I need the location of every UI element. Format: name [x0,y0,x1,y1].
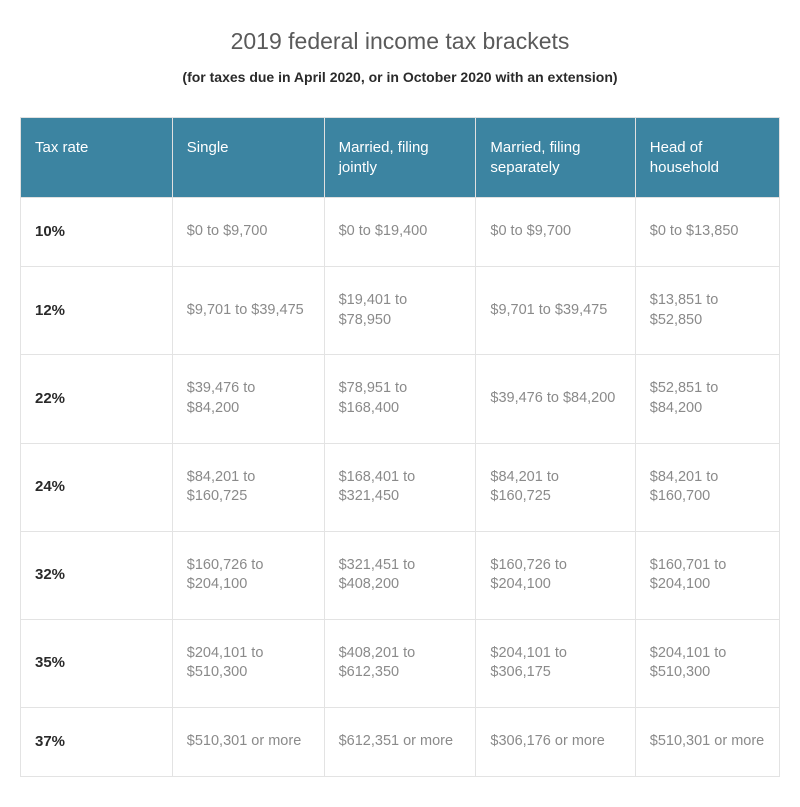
cell-joint: $321,451 to $408,200 [324,531,476,619]
cell-rate: 22% [21,355,173,443]
tax-brackets-table: Tax rate Single Married, filing jointly … [20,117,780,777]
cell-separate: $204,101 to $306,175 [476,619,635,707]
table-row: 10%$0 to $9,700$0 to $19,400$0 to $9,700… [21,198,780,267]
cell-joint: $0 to $19,400 [324,198,476,267]
cell-head: $204,101 to $510,300 [635,619,779,707]
cell-single: $9,701 to $39,475 [172,267,324,355]
cell-single: $204,101 to $510,300 [172,619,324,707]
page-subtitle: (for taxes due in April 2020, or in Octo… [20,69,780,85]
cell-single: $510,301 or more [172,707,324,776]
cell-rate: 24% [21,443,173,531]
cell-single: $160,726 to $204,100 [172,531,324,619]
cell-separate: $9,701 to $39,475 [476,267,635,355]
cell-rate: 35% [21,619,173,707]
cell-rate: 12% [21,267,173,355]
cell-separate: $0 to $9,700 [476,198,635,267]
cell-rate: 10% [21,198,173,267]
cell-joint: $612,351 or more [324,707,476,776]
cell-head: $0 to $13,850 [635,198,779,267]
table-row: 12%$9,701 to $39,475$19,401 to $78,950$9… [21,267,780,355]
cell-joint: $408,201 to $612,350 [324,619,476,707]
col-header-head: Head of household [635,118,779,198]
cell-head: $510,301 or more [635,707,779,776]
table-row: 37%$510,301 or more$612,351 or more$306,… [21,707,780,776]
cell-joint: $78,951 to $168,400 [324,355,476,443]
cell-separate: $306,176 or more [476,707,635,776]
cell-head: $84,201 to $160,700 [635,443,779,531]
col-header-rate: Tax rate [21,118,173,198]
page-title: 2019 federal income tax brackets [20,28,780,55]
col-header-joint: Married, filing jointly [324,118,476,198]
cell-single: $39,476 to $84,200 [172,355,324,443]
cell-head: $160,701 to $204,100 [635,531,779,619]
cell-separate: $84,201 to $160,725 [476,443,635,531]
cell-joint: $19,401 to $78,950 [324,267,476,355]
cell-separate: $39,476 to $84,200 [476,355,635,443]
cell-rate: 37% [21,707,173,776]
col-header-single: Single [172,118,324,198]
cell-rate: 32% [21,531,173,619]
table-header-row: Tax rate Single Married, filing jointly … [21,118,780,198]
cell-single: $0 to $9,700 [172,198,324,267]
table-row: 35%$204,101 to $510,300$408,201 to $612,… [21,619,780,707]
table-row: 32%$160,726 to $204,100$321,451 to $408,… [21,531,780,619]
cell-joint: $168,401 to $321,450 [324,443,476,531]
table-row: 24%$84,201 to $160,725$168,401 to $321,4… [21,443,780,531]
table-row: 22%$39,476 to $84,200$78,951 to $168,400… [21,355,780,443]
cell-head: $13,851 to $52,850 [635,267,779,355]
col-header-separate: Married, filing separately [476,118,635,198]
cell-separate: $160,726 to $204,100 [476,531,635,619]
cell-head: $52,851 to $84,200 [635,355,779,443]
cell-single: $84,201 to $160,725 [172,443,324,531]
